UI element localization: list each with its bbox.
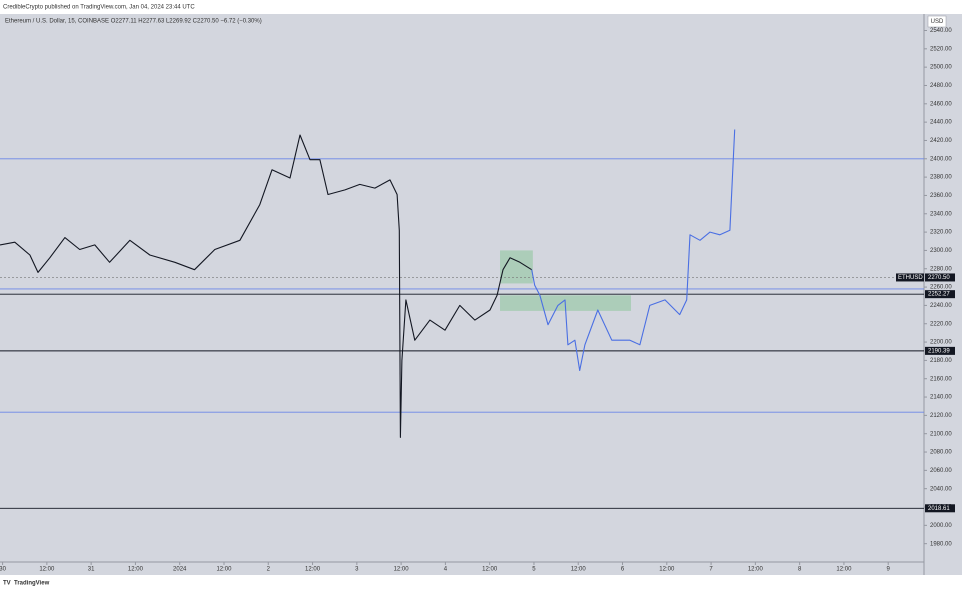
x-tick-label: 5 — [532, 567, 536, 573]
x-tick-label: 12:00 — [305, 567, 321, 573]
y-tick-label: 2500.00 — [930, 65, 952, 71]
x-tick-label: 8 — [798, 567, 802, 573]
y-tick-label: 2300.00 — [930, 248, 952, 254]
currency-box[interactable] — [927, 15, 947, 28]
x-tick-label: 2024 — [173, 567, 187, 573]
brand: TradingView — [14, 581, 50, 587]
price-tag — [925, 290, 955, 299]
x-tick-label: 12:00 — [39, 567, 55, 573]
y-tick-label: 2280.00 — [930, 266, 952, 272]
x-tick-label: 12:00 — [128, 567, 144, 573]
y-tick-label: 2520.00 — [930, 46, 952, 52]
x-tick-label: 12:00 — [394, 567, 410, 573]
last-price-tag — [925, 273, 955, 282]
brand-logo: TV — [3, 581, 11, 587]
credit: CredibleCrypto published on TradingView.… — [3, 5, 195, 11]
x-tick-label: 12:00 — [659, 567, 675, 573]
y-tick-label: 2260.00 — [930, 285, 952, 291]
y-tick-label: 2420.00 — [930, 138, 952, 144]
x-tick-label: 6 — [621, 567, 625, 573]
x-tick-label: 2 — [267, 567, 271, 573]
y-tick-label: 2040.00 — [930, 486, 952, 492]
y-tick-label: 2380.00 — [930, 175, 952, 181]
last-price-label: 2270.50 — [928, 275, 950, 281]
y-tick-label: 2220.00 — [930, 321, 952, 327]
y-tick-label: 2440.00 — [930, 120, 952, 126]
legend: Ethereum / U.S. Dollar, 15, COINBASE O22… — [5, 19, 262, 25]
y-tick-label: 2180.00 — [930, 358, 952, 364]
price-tag — [925, 504, 955, 513]
x-tick-label: 12:00 — [571, 567, 587, 573]
currency[interactable]: USD — [931, 19, 944, 25]
y-tick-label: 2200.00 — [930, 340, 952, 346]
x-tick-label: 3 — [355, 567, 359, 573]
last-price-name: ETHUSD — [898, 275, 923, 281]
price-tag-label: 2252.27 — [928, 292, 950, 298]
y-tick-label: 2340.00 — [930, 211, 952, 217]
price-line — [531, 129, 736, 372]
price-tag — [925, 346, 955, 355]
y-tick-label: 2160.00 — [930, 376, 952, 382]
y-tick-label: 2360.00 — [930, 193, 952, 199]
y-tick-label: 2120.00 — [930, 413, 952, 419]
y-tick-label: 2060.00 — [930, 468, 952, 474]
y-tick-label: 2460.00 — [930, 101, 952, 107]
x-tick-label: 12:00 — [482, 567, 498, 573]
x-tick-label: 12:00 — [748, 567, 764, 573]
y-tick-label: 2000.00 — [930, 523, 952, 529]
x-tick-label: 7 — [709, 567, 713, 573]
price-tag-label: 2018.61 — [928, 506, 950, 512]
x-tick-label: 31 — [88, 567, 95, 573]
x-tick-label: 12:00 — [216, 567, 232, 573]
price-tag-label: 2190.39 — [928, 348, 950, 354]
y-tick-label: 2400.00 — [930, 156, 952, 162]
y-tick-label: 2480.00 — [930, 83, 952, 89]
price-line — [0, 134, 532, 438]
x-tick-label: 9 — [887, 567, 891, 573]
y-tick-label: 2240.00 — [930, 303, 952, 309]
x-tick-label: 30 — [0, 567, 7, 573]
last-price-name-tag — [896, 273, 924, 282]
y-tick-label: 1980.00 — [930, 541, 952, 547]
x-tick-label: 4 — [444, 567, 448, 573]
x-tick-label: 12:00 — [836, 567, 852, 573]
y-tick-label: 2140.00 — [930, 395, 952, 401]
y-tick-label: 2540.00 — [930, 28, 952, 34]
y-tick-label: 2080.00 — [930, 450, 952, 456]
y-tick-label: 2100.00 — [930, 431, 952, 437]
y-tick-label: 2320.00 — [930, 230, 952, 236]
